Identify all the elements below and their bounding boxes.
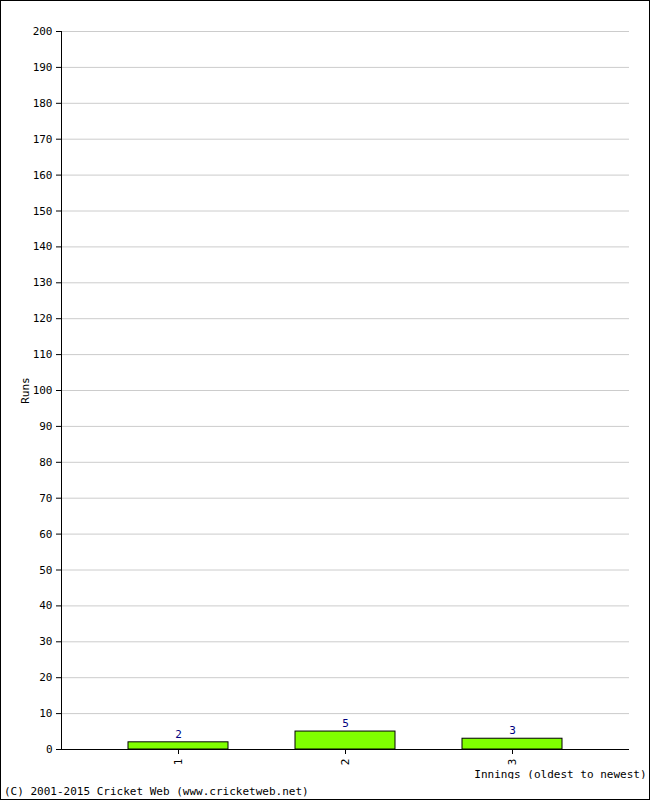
- svg-text:2: 2: [175, 728, 182, 741]
- svg-text:70: 70: [39, 492, 52, 505]
- svg-text:130: 130: [33, 276, 53, 289]
- svg-text:60: 60: [39, 528, 52, 541]
- svg-text:30: 30: [39, 635, 52, 648]
- svg-text:2: 2: [339, 759, 352, 766]
- svg-text:200: 200: [33, 25, 53, 38]
- svg-text:Runs: Runs: [19, 377, 32, 404]
- svg-text:5: 5: [342, 717, 349, 730]
- svg-text:150: 150: [33, 205, 53, 218]
- svg-text:40: 40: [39, 599, 52, 612]
- svg-text:180: 180: [33, 97, 53, 110]
- html-text:(C) 2001-2015 Cricket Web (www: (C) 2001-2015 Cricket Web (www.cricketwe…: [4, 785, 309, 798]
- svg-text:120: 120: [33, 312, 53, 325]
- svg-text:10: 10: [39, 707, 52, 720]
- svg-text:100: 100: [33, 384, 53, 397]
- svg-text:20: 20: [39, 671, 52, 684]
- svg-text:3: 3: [509, 724, 516, 737]
- svg-text:Innings (oldest to newest): Innings (oldest to newest): [474, 768, 646, 780]
- svg-text:140: 140: [33, 240, 53, 253]
- svg-text:50: 50: [39, 564, 52, 577]
- svg-text:170: 170: [33, 133, 53, 146]
- svg-text:3: 3: [506, 759, 519, 766]
- svg-text:110: 110: [33, 348, 53, 361]
- svg-text:80: 80: [39, 456, 52, 469]
- svg-text:0: 0: [46, 743, 53, 756]
- svg-text:1: 1: [172, 759, 185, 766]
- svg-text:90: 90: [39, 420, 52, 433]
- svg-text:160: 160: [33, 169, 53, 182]
- svg-text:190: 190: [33, 61, 53, 74]
